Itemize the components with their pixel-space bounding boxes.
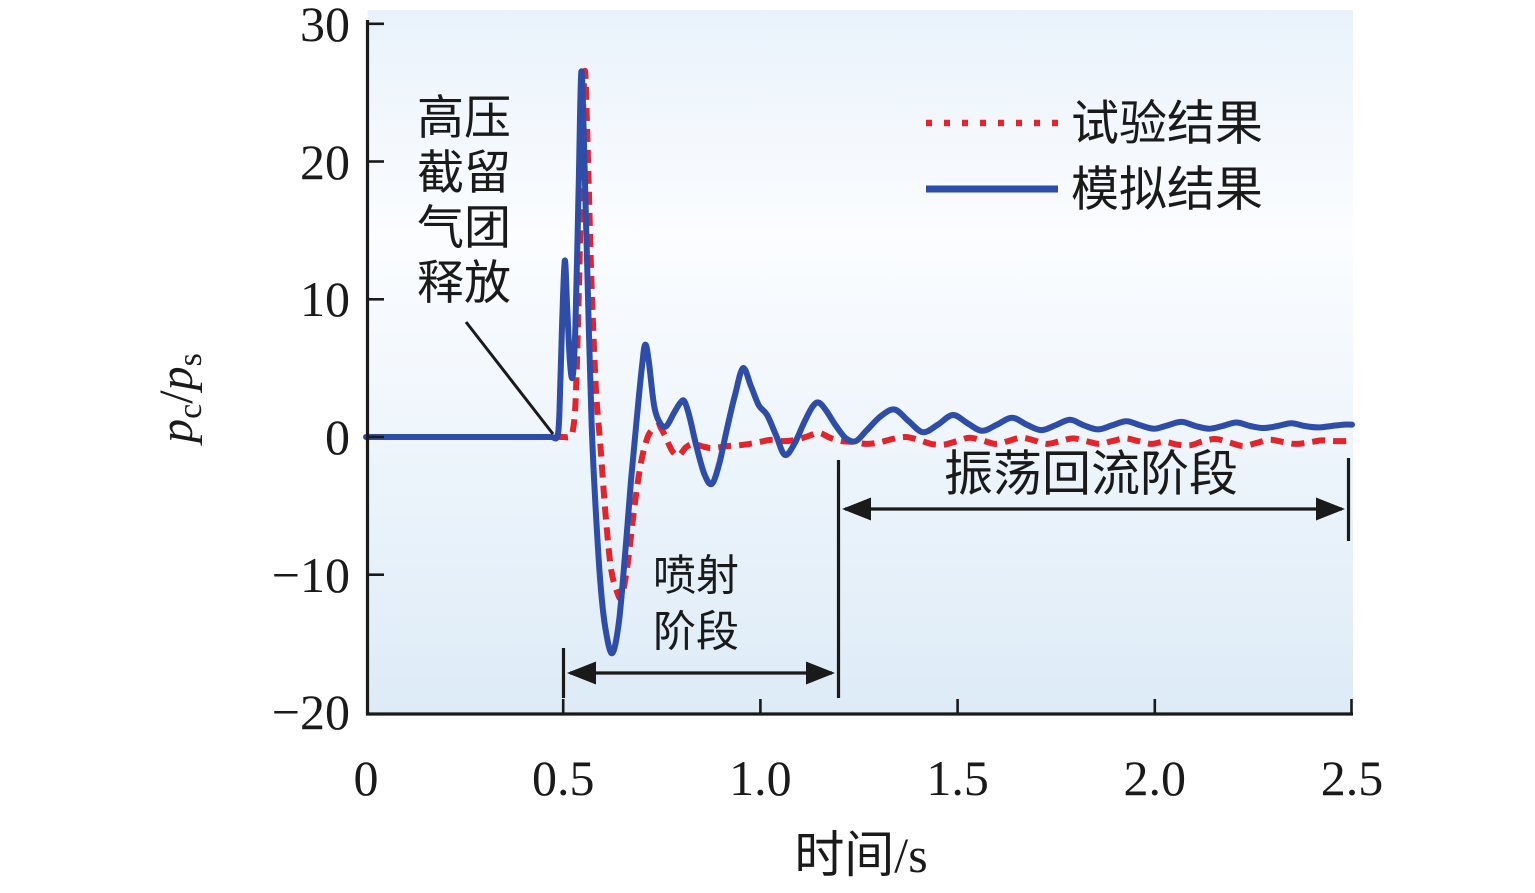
x-tick-05: 0.5: [532, 750, 595, 806]
y-tick-m10: −10: [272, 547, 350, 603]
oscillation-arrowhead-right-icon: [1316, 497, 1345, 521]
annotation-gas-release: 高压 截留 气团 释放: [417, 93, 555, 435]
y-tick-20: 20: [300, 134, 350, 190]
jet-phase-line-1: 喷射: [653, 554, 739, 601]
jet-arrowhead-left-icon: [567, 661, 596, 685]
y-title-slash: /: [150, 390, 203, 404]
jet-arrowhead-right-icon: [806, 661, 835, 685]
y-tick-labels: 30 20 10 0 −10 −20: [272, 0, 350, 740]
release-line-1: 高压: [417, 93, 511, 145]
x-tick-10: 1.0: [729, 750, 792, 806]
y-tick-0: 0: [325, 409, 350, 465]
series-curve-1: [363, 68, 1355, 657]
release-line-3: 气团: [417, 203, 511, 255]
annotation-jet-phase: 喷射 阶段: [561, 460, 841, 698]
release-line-2: 截留: [417, 148, 511, 200]
jet-phase-line-2: 阶段: [653, 610, 739, 657]
y-title-sub-c: c: [172, 404, 209, 419]
y-tick-m20: −20: [272, 684, 350, 740]
y-axis-ticks: [369, 22, 384, 577]
oscillation-arrowhead-left-icon: [842, 497, 871, 521]
release-line-4: 释放: [417, 258, 511, 310]
legend-simulation-label: 模拟结果: [1071, 164, 1263, 217]
plot-background: [367, 10, 1353, 714]
x-tick-labels: 0 0.5 1.0 1.5 2.0 2.5: [354, 750, 1384, 806]
legend: 试验结果 模拟结果: [926, 98, 1263, 217]
legend-experiment-label: 试验结果: [1071, 98, 1263, 151]
x-tick-15: 1.5: [926, 750, 989, 806]
x-tick-25: 2.5: [1321, 750, 1384, 806]
release-pointer-line: [464, 321, 555, 435]
y-tick-30: 30: [300, 0, 350, 52]
y-title-p2: p: [150, 366, 203, 393]
x-tick-20: 2.0: [1124, 750, 1187, 806]
y-title-p1: p: [150, 419, 203, 446]
x-tick-0: 0: [354, 750, 379, 806]
annotation-oscillation-phase: 振荡回流阶段: [842, 447, 1351, 541]
y-title-sub-s: s: [172, 353, 209, 366]
y-axis-title: pc/ps: [150, 353, 209, 446]
x-axis-ticks: [561, 699, 1353, 714]
x-axis-title: 时间/s: [794, 827, 927, 883]
oscillation-phase-label: 振荡回流阶段: [944, 447, 1238, 502]
y-tick-10: 10: [300, 271, 350, 327]
series-curve-0: [366, 67, 1353, 602]
series-curves: [363, 67, 1355, 657]
